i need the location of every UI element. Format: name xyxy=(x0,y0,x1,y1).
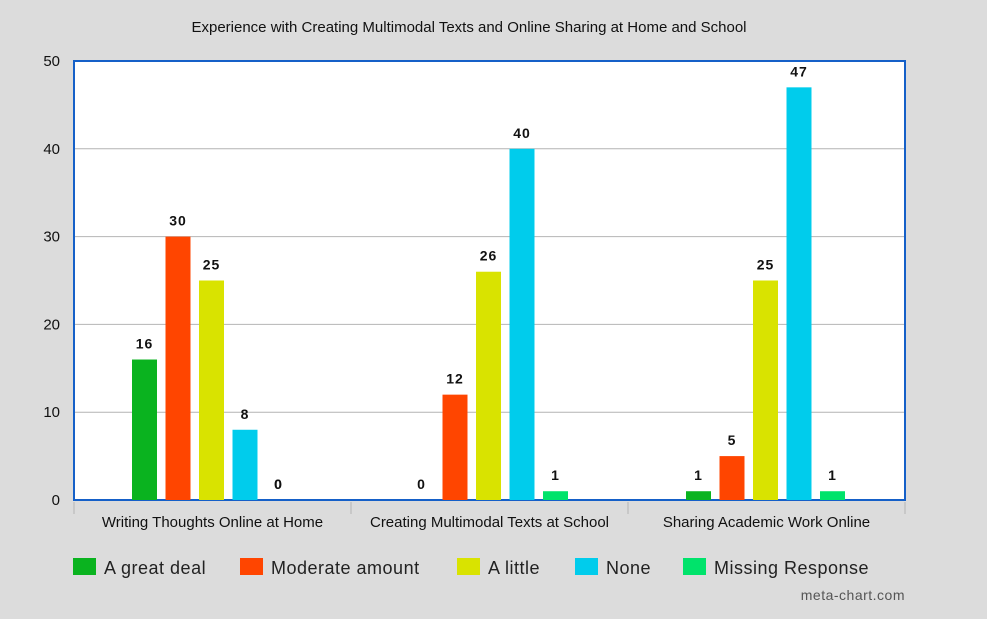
bar-a-little xyxy=(476,271,501,500)
data-label: 0 xyxy=(274,476,283,492)
legend-label: None xyxy=(606,558,651,578)
y-tick-label: 10 xyxy=(43,404,60,421)
bar-missing-response xyxy=(820,491,845,500)
legend-label: Missing Response xyxy=(714,558,869,578)
data-label: 0 xyxy=(417,476,426,492)
y-tick-label: 40 xyxy=(43,141,60,158)
data-label: 16 xyxy=(136,336,154,352)
y-tick-label: 30 xyxy=(43,229,60,246)
x-tick-label: Writing Thoughts Online at Home xyxy=(102,514,323,531)
bar-a-great-deal xyxy=(132,359,157,500)
bar-moderate-amount xyxy=(442,394,468,500)
data-label: 12 xyxy=(446,371,464,387)
bar-moderate-amount xyxy=(165,236,191,500)
bar-a-little xyxy=(753,280,778,500)
x-tick-label: Sharing Academic Work Online xyxy=(663,514,870,531)
data-label: 1 xyxy=(828,467,837,483)
chart-title: Experience with Creating Multimodal Text… xyxy=(191,19,746,36)
legend-item-a-little: A little xyxy=(457,558,540,578)
bar-none xyxy=(786,87,812,500)
legend-item-none: None xyxy=(575,558,651,578)
data-label: 8 xyxy=(241,406,250,422)
y-tick-label: 0 xyxy=(52,492,60,509)
x-tick-label: Creating Multimodal Texts at School xyxy=(370,514,609,531)
y-axis: 0 10 20 30 40 50 xyxy=(43,53,60,509)
legend-item-a-great-deal: A great deal xyxy=(73,558,206,578)
bar-missing-response xyxy=(543,491,568,500)
legend-item-moderate-amount: Moderate amount xyxy=(240,558,420,578)
legend-label: A great deal xyxy=(104,558,206,578)
data-label: 40 xyxy=(513,125,531,141)
x-axis: Writing Thoughts Online at Home Creating … xyxy=(73,502,906,531)
bar-none xyxy=(509,148,535,501)
data-label: 30 xyxy=(169,213,187,229)
bar-none xyxy=(232,429,258,500)
data-label: 25 xyxy=(203,257,221,273)
legend-swatch xyxy=(73,558,96,575)
legend: A great deal Moderate amount A little None M… xyxy=(73,558,869,578)
legend-swatch xyxy=(457,558,480,575)
legend-swatch xyxy=(683,558,706,575)
data-label: 1 xyxy=(694,467,703,483)
legend-item-missing-response: Missing Response xyxy=(683,558,869,578)
data-label: 25 xyxy=(757,257,775,273)
bar-a-great-deal xyxy=(686,491,711,500)
data-label: 1 xyxy=(551,467,560,483)
y-tick-label: 50 xyxy=(43,53,60,70)
y-tick-label: 20 xyxy=(43,316,60,333)
legend-label: A little xyxy=(488,558,540,578)
legend-label: Moderate amount xyxy=(271,558,420,578)
data-label: 26 xyxy=(480,248,498,264)
data-label: 47 xyxy=(790,63,808,79)
data-label: 5 xyxy=(728,432,737,448)
legend-swatch xyxy=(240,558,263,575)
data-label: 0 xyxy=(274,476,283,492)
bar-a-little xyxy=(199,280,224,500)
legend-swatch xyxy=(575,558,598,575)
credit-text: meta-chart.com xyxy=(801,587,905,603)
bar-moderate-amount xyxy=(719,456,745,500)
